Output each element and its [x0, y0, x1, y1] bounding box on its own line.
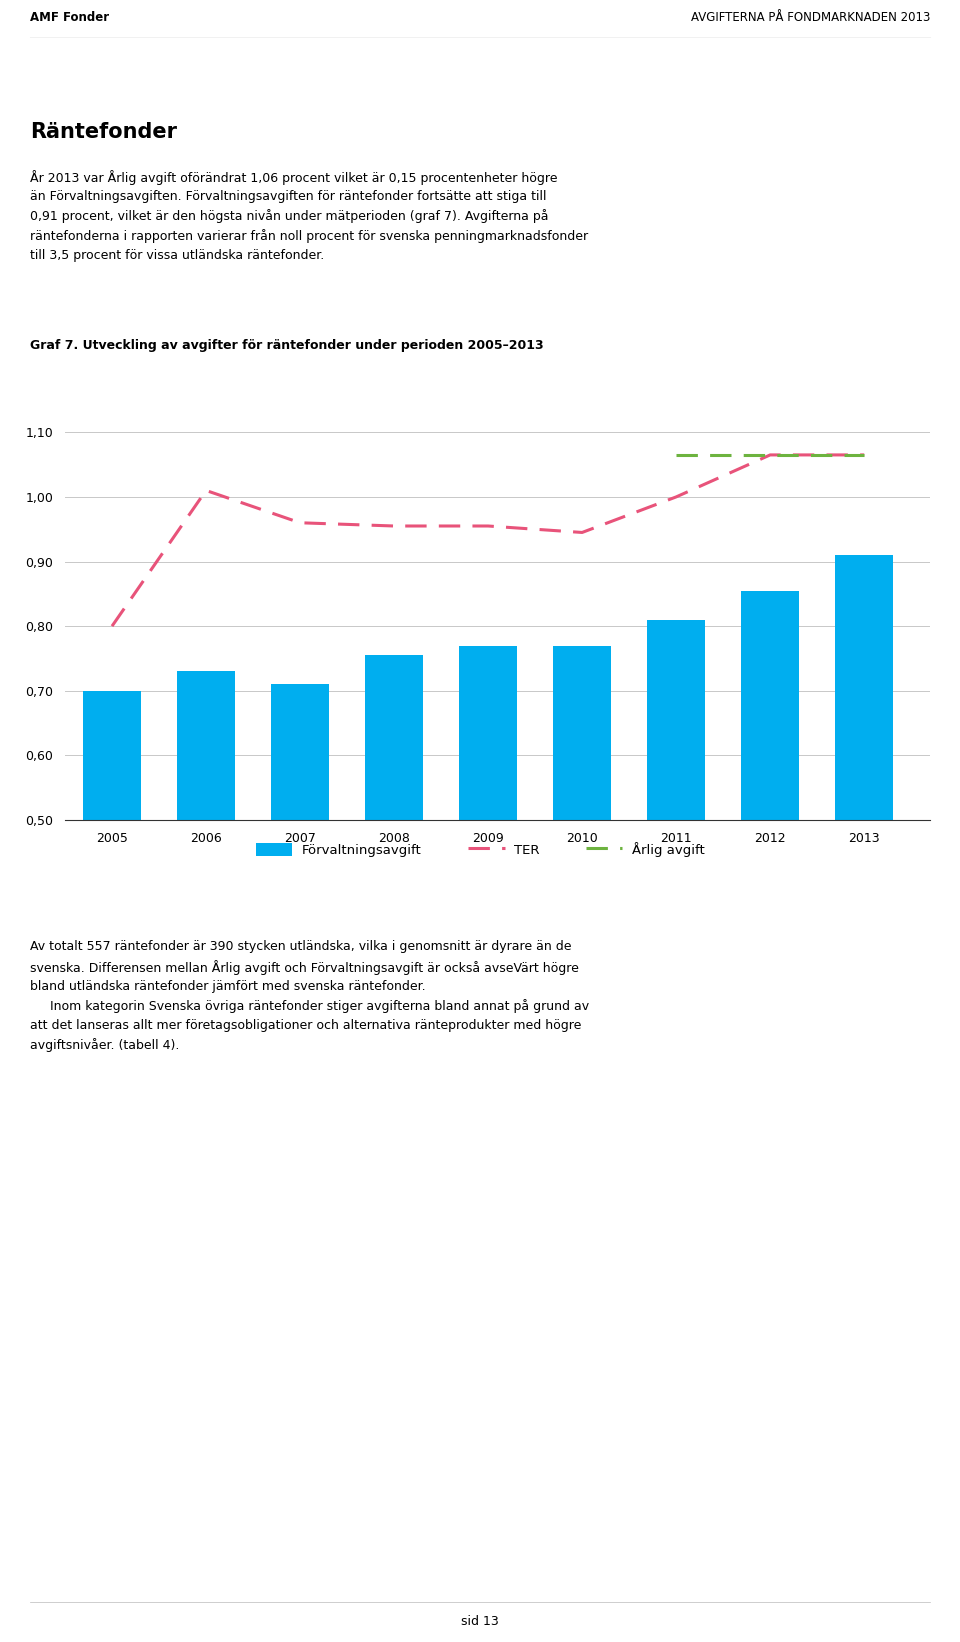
Text: AMF Fonder: AMF Fonder	[30, 10, 109, 23]
Text: År 2013 var Årlig avgift oförändrat 1,06 procent vilket är 0,15 procentenheter h: År 2013 var Årlig avgift oförändrat 1,06…	[30, 171, 588, 263]
Text: Räntefonder: Räntefonder	[30, 122, 177, 141]
Bar	[647, 619, 706, 1143]
Bar	[835, 555, 894, 1143]
Bar	[271, 685, 329, 1143]
Bar	[83, 691, 141, 1143]
Bar	[553, 645, 612, 1143]
Bar	[177, 672, 235, 1143]
Bar	[741, 591, 800, 1143]
Text: Av totalt 557 räntefonder är 390 stycken utländska, vilka i genomsnitt är dyrare: Av totalt 557 räntefonder är 390 stycken…	[30, 939, 589, 1051]
Text: AVGIFTERNA PÅ FONDMARKNADEN 2013: AVGIFTERNA PÅ FONDMARKNADEN 2013	[690, 10, 930, 23]
Legend: Förvaltningsavgift, TER, Årlig avgift: Förvaltningsavgift, TER, Årlig avgift	[251, 836, 709, 862]
Bar	[459, 645, 517, 1143]
Text: sid 13: sid 13	[461, 1616, 499, 1629]
Bar	[365, 655, 423, 1143]
Text: Graf 7. Utveckling av avgifter för räntefonder under perioden 2005–2013: Graf 7. Utveckling av avgifter för ränte…	[30, 340, 543, 353]
